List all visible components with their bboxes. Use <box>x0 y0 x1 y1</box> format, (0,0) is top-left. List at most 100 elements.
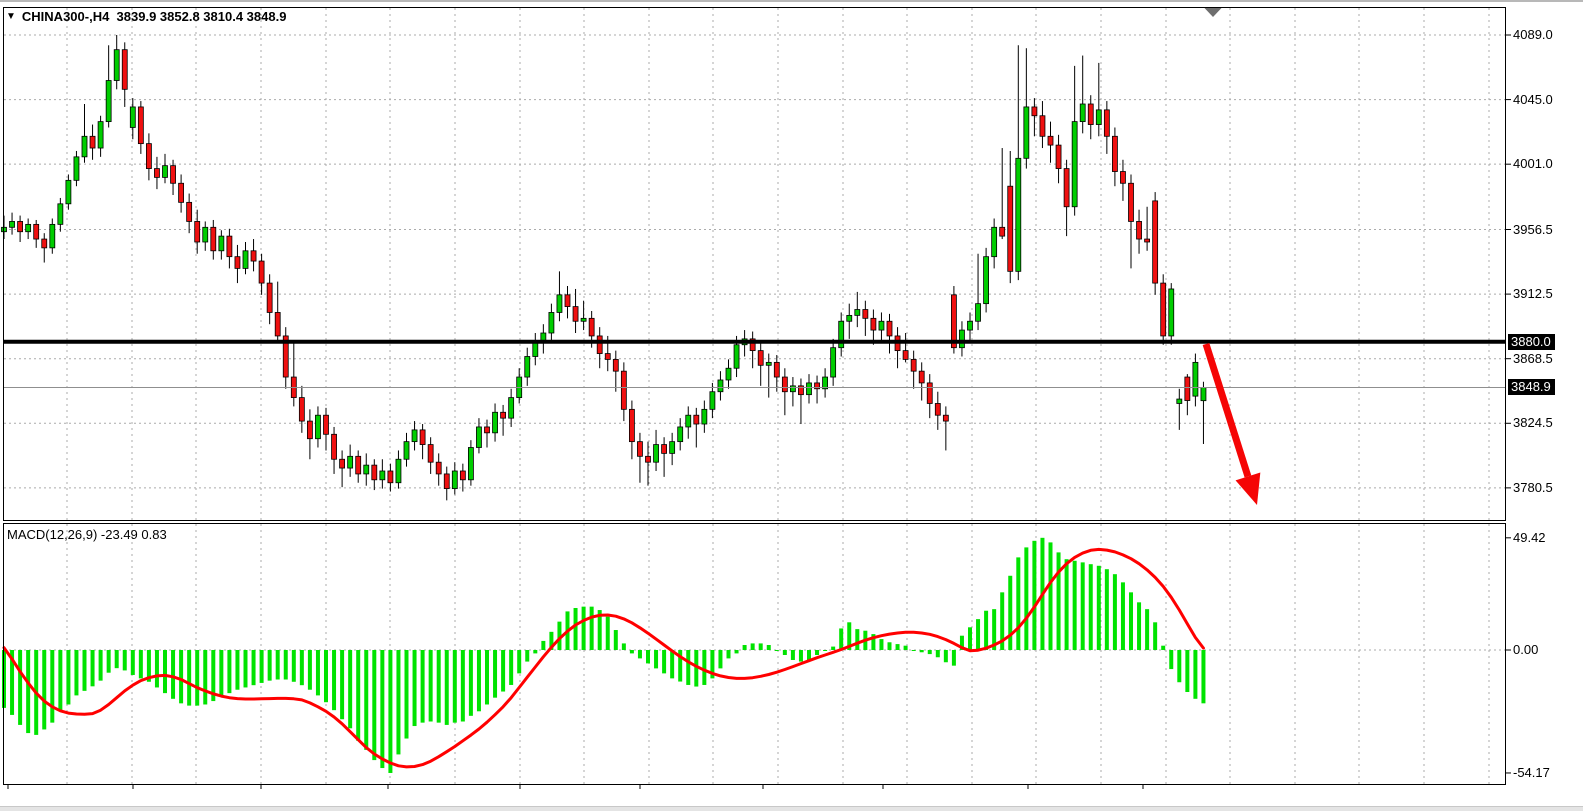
candle-bearish <box>999 226 1006 237</box>
candle-bearish <box>612 359 619 372</box>
candle-bearish <box>1152 200 1159 284</box>
candle-bearish <box>154 168 160 178</box>
candle-bearish <box>749 338 756 352</box>
candle-bearish <box>226 235 233 258</box>
macd-bar <box>605 616 610 650</box>
price-scale[interactable]: 4089.0 4045.0 4001.0 3956.5 3912.5 3868.5 3824… <box>1506 2 1583 811</box>
macd-bar <box>742 645 747 650</box>
macd-bar <box>493 650 498 698</box>
macd-bar <box>959 635 964 650</box>
macd-bar <box>146 650 151 682</box>
candle-bearish <box>371 464 378 481</box>
candle-bullish <box>403 441 410 460</box>
candle-bearish <box>1087 103 1094 125</box>
candle-bullish <box>701 408 708 425</box>
macd-bar <box>388 650 393 773</box>
candle-bearish <box>331 433 337 460</box>
macd-bar <box>219 650 224 697</box>
macd-bar <box>267 650 272 681</box>
candle-bullish <box>508 397 515 419</box>
macd-bar <box>501 650 506 692</box>
macd-bar <box>1193 650 1198 699</box>
candle-bullish <box>315 414 321 440</box>
macd-bar <box>984 610 989 650</box>
macd-histogram <box>2 537 1206 773</box>
macd-bar <box>646 650 650 664</box>
macd-bar <box>154 650 159 688</box>
macd-bar <box>90 650 95 687</box>
candle-bullish <box>1176 398 1183 404</box>
candle-bearish <box>1055 144 1062 169</box>
macd-bar <box>686 650 691 685</box>
macd-bar <box>66 650 71 705</box>
candle-bearish <box>773 361 780 378</box>
macd-bar <box>291 650 296 682</box>
macd-bar <box>1056 552 1061 650</box>
candle-bullish <box>669 441 676 454</box>
macd-bar <box>509 650 514 685</box>
candle-bearish <box>934 403 941 416</box>
macd-bar <box>517 650 522 674</box>
macd-bar <box>597 610 602 650</box>
macd-bar <box>283 650 288 680</box>
macd-bar <box>629 650 634 654</box>
candle-bullish <box>854 309 861 316</box>
macd-bar <box>412 650 417 727</box>
candle-bullish <box>830 347 837 378</box>
macd-bar <box>951 650 956 666</box>
candle-bearish <box>814 382 820 390</box>
candle-bearish <box>266 282 273 313</box>
macd-bar <box>332 650 337 711</box>
macd-bar <box>694 650 699 687</box>
candle-bullish <box>49 223 56 249</box>
macd-bar <box>911 650 916 651</box>
candle-bearish <box>274 312 281 337</box>
candle-bullish <box>1023 106 1030 159</box>
candle-bearish <box>145 143 152 169</box>
macd-bar <box>364 650 369 750</box>
candle-bearish <box>250 250 257 262</box>
candle-bullish <box>806 382 812 396</box>
down-triangle-marker[interactable] <box>1204 8 1222 17</box>
macd-bar <box>662 650 667 674</box>
macd-bar <box>855 629 860 650</box>
candle-bullish <box>967 320 973 331</box>
candle-bullish <box>733 344 740 369</box>
candle-bearish <box>500 411 507 419</box>
candle-bullish <box>113 49 120 81</box>
macd-bar <box>428 650 433 722</box>
macd-bar <box>573 608 578 650</box>
macd-bar <box>750 643 755 650</box>
candle-bearish <box>121 49 128 90</box>
macd-bar <box>1185 650 1190 692</box>
candle-bullish <box>983 256 989 305</box>
current-price-badge: 3848.9 <box>1508 379 1555 396</box>
candle-bearish <box>661 444 667 454</box>
macd-bar <box>1161 645 1166 650</box>
macd-bar <box>815 650 820 655</box>
candles <box>1 35 1207 501</box>
symbol-triangle-icon[interactable]: ▼ <box>6 10 16 22</box>
macd-bar <box>758 643 763 650</box>
trend-arrow[interactable] <box>1202 342 1261 505</box>
candle-bearish <box>637 441 643 457</box>
candle-bullish <box>653 444 659 463</box>
macd-tick-label: 49.42 <box>1513 529 1546 545</box>
candle-bearish <box>323 414 329 435</box>
macd-bar <box>1120 582 1125 650</box>
panel-borders <box>3 7 1506 785</box>
candle-bullish <box>765 361 772 366</box>
macd-bar <box>243 650 248 688</box>
candle-bullish <box>1015 157 1022 272</box>
macd-bar <box>1000 592 1005 650</box>
candle-bearish <box>1120 171 1126 184</box>
macd-bar <box>823 650 828 651</box>
macd-bar <box>324 650 328 703</box>
macd-bar <box>444 650 449 725</box>
candle-bearish <box>951 294 957 349</box>
macd-bar <box>935 650 940 658</box>
candle-bearish <box>620 370 627 410</box>
candle-bullish <box>548 312 555 334</box>
